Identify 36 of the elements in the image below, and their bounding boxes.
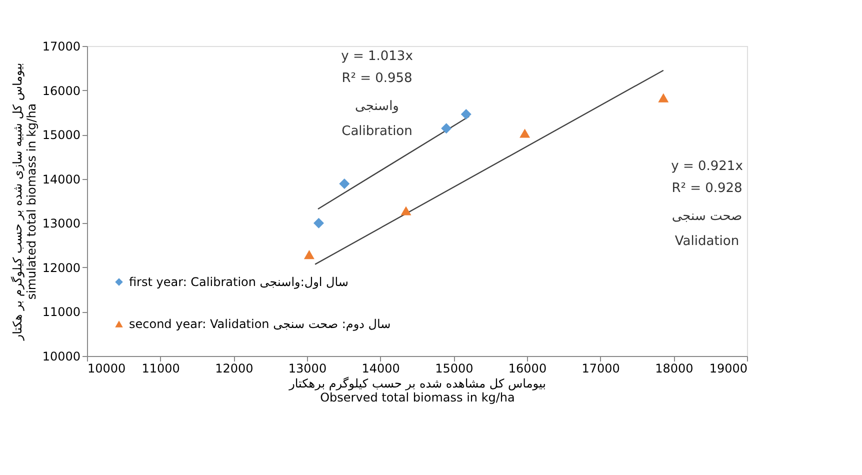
annotation: R² = 0.958 — [342, 71, 412, 86]
x-tick-label: 12000 — [215, 362, 254, 376]
y-tick-label: 14000 — [42, 172, 80, 186]
x-tick-label: 10000 — [88, 362, 126, 376]
annotation: Validation — [674, 234, 740, 249]
y-tick-label: 13000 — [42, 216, 80, 231]
x-tick-label: 11000 — [142, 362, 180, 376]
legend-label: first year: Calibration سال اول:واسنجی — [129, 275, 348, 289]
annotation: y = 1.013x — [341, 49, 414, 64]
point — [441, 123, 452, 134]
y-tick-label: 11000 — [42, 305, 80, 320]
x-tick-label: 17000 — [582, 362, 620, 376]
x-tick-label: 16000 — [508, 362, 547, 376]
legend-label: second year: Validation سال دوم: صحت سنجی — [129, 317, 391, 331]
x-tick-label: 15000 — [435, 362, 474, 376]
point — [400, 206, 412, 216]
x-tick-label: 13000 — [288, 362, 327, 376]
y-tick-label: 16000 — [42, 84, 80, 98]
point — [520, 128, 530, 138]
point — [313, 218, 324, 228]
point — [304, 250, 314, 260]
x-tick-label: 14000 — [362, 362, 400, 376]
point — [658, 93, 669, 102]
point — [339, 178, 350, 189]
y-tick-label: 17000 — [42, 40, 80, 54]
x-tick-label: 18000 — [655, 362, 694, 376]
annotation: واسنجی — [355, 99, 399, 114]
x-tick-label: 19000 — [709, 362, 748, 376]
point — [460, 108, 472, 120]
y-tick-label: 15000 — [42, 128, 80, 142]
y-tick-label: 12000 — [42, 260, 80, 275]
annotation: صحت سنجی — [672, 209, 742, 224]
annotation: y = 0.921x — [671, 159, 744, 174]
annotation: Calibration — [342, 124, 412, 139]
annotation: R² = 0.928 — [672, 181, 742, 196]
y-tick-label: 10000 — [42, 350, 80, 364]
